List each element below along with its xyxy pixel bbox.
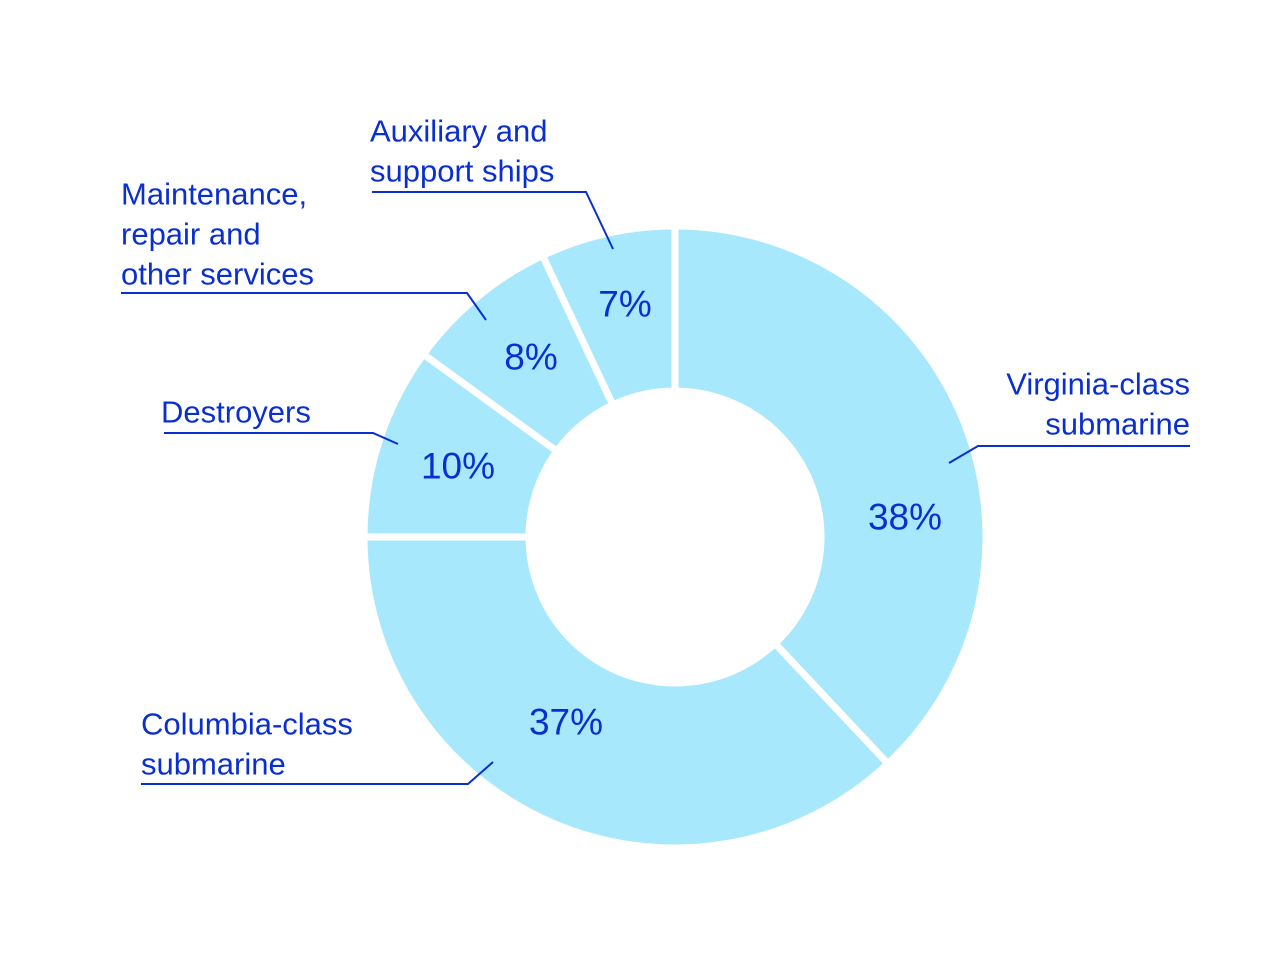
slice-value-label: 8% bbox=[504, 337, 557, 378]
slice-value-label: 38% bbox=[868, 497, 942, 538]
leader-line bbox=[121, 292, 487, 321]
leader-line bbox=[948, 445, 1190, 464]
leader-line bbox=[164, 432, 399, 445]
donut-slice bbox=[537, 222, 679, 410]
leader-line bbox=[141, 761, 494, 785]
leader-lines bbox=[121, 191, 1190, 785]
slice-category-label: Destroyers bbox=[161, 395, 311, 430]
donut-slice bbox=[360, 533, 893, 852]
slice-category-label: Virginia-class submarine bbox=[1006, 367, 1190, 442]
slice-category-label: Maintenance, repair and other services bbox=[121, 177, 314, 292]
leader-line bbox=[372, 191, 614, 250]
donut-slice bbox=[671, 222, 990, 769]
slice-category-label: Columbia-class submarine bbox=[141, 707, 353, 782]
slice-value-label: 10% bbox=[421, 446, 495, 487]
donut-slices bbox=[360, 222, 990, 852]
slice-value-label: 37% bbox=[529, 702, 603, 743]
slice-category-label: Auxiliary and support ships bbox=[370, 114, 554, 189]
chart-labels: 38% Virginia-class submarine 37% Columbia-cl… bbox=[121, 114, 1190, 782]
slice-value-label: 7% bbox=[598, 284, 651, 325]
